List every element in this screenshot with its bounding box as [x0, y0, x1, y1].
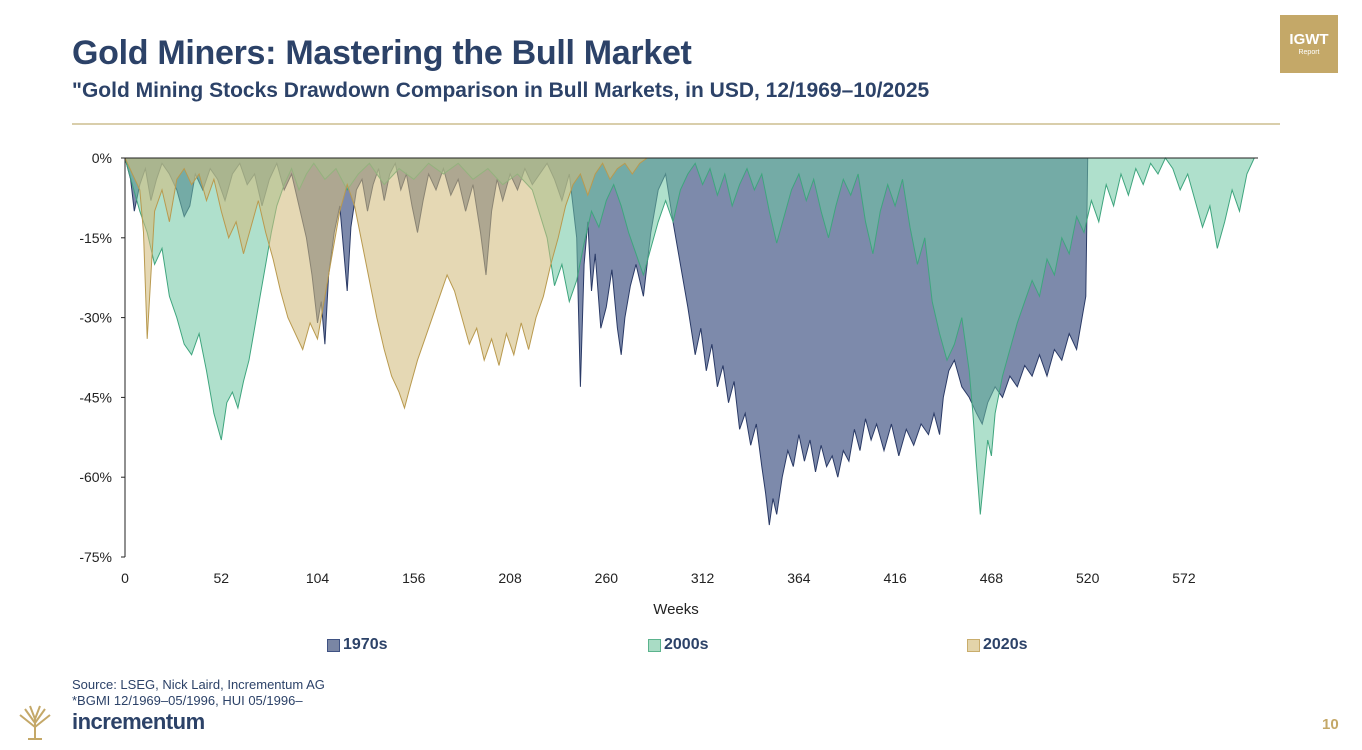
y-tick-label: -15% [79, 230, 112, 246]
legend-swatch-2000s [648, 638, 661, 652]
y-tick-label: -30% [79, 310, 112, 326]
y-tick-label: -75% [79, 549, 112, 565]
x-tick-label: 208 [498, 570, 522, 586]
x-tick-label: 572 [1172, 570, 1196, 586]
page-subtitle: "Gold Mining Stocks Drawdown Comparison … [72, 79, 930, 102]
x-tick-label: 104 [306, 570, 330, 586]
x-tick-label: 156 [402, 570, 426, 586]
badge-title: IGWT [1289, 31, 1329, 48]
y-tick-label: -45% [79, 389, 112, 405]
x-tick-label: 260 [595, 570, 619, 586]
incrementum-logo: incrementum [72, 709, 205, 734]
badge-subtitle: Report [1298, 49, 1320, 56]
x-axis-title: Weeks [653, 601, 699, 618]
x-tick-label: 520 [1076, 570, 1100, 586]
x-tick-label: 52 [213, 570, 229, 586]
x-tick-label: 416 [883, 570, 907, 586]
source-note: Source: LSEG, Nick Laird, Incrementum AG… [72, 677, 325, 709]
x-tick-label: 0 [121, 570, 129, 586]
legend-swatch-2020s [967, 638, 980, 652]
legend-item-2000s: 2000s [648, 636, 709, 654]
x-tick-label: 312 [691, 570, 715, 586]
legend-label-2000s: 2000s [664, 636, 709, 653]
x-tick-label: 364 [787, 570, 811, 586]
legend-item-1970s: 1970s [327, 636, 388, 654]
legend-label-2020s: 2020s [983, 636, 1028, 653]
page-title: Gold Miners: Mastering the Bull Market [72, 34, 692, 72]
y-tick-label: 0% [92, 150, 112, 166]
area-series-2020s [124, 157, 649, 410]
tree-logo-icon [19, 705, 51, 740]
x-tick-label: 468 [980, 570, 1004, 586]
igwt-badge: IGWT Report [1280, 15, 1338, 73]
legend-swatch-1970s [327, 638, 340, 652]
source-text: Source: LSEG, Nick Laird, Incrementum AG [72, 677, 325, 692]
index-note: *BGMI 12/1969–05/1996, HUI 05/1996– [72, 693, 303, 708]
page-number: 10 [1322, 716, 1339, 733]
header-divider [72, 123, 1280, 125]
legend-label-1970s: 1970s [343, 636, 388, 653]
legend-item-2020s: 2020s [967, 636, 1028, 654]
y-tick-label: -60% [79, 469, 112, 485]
